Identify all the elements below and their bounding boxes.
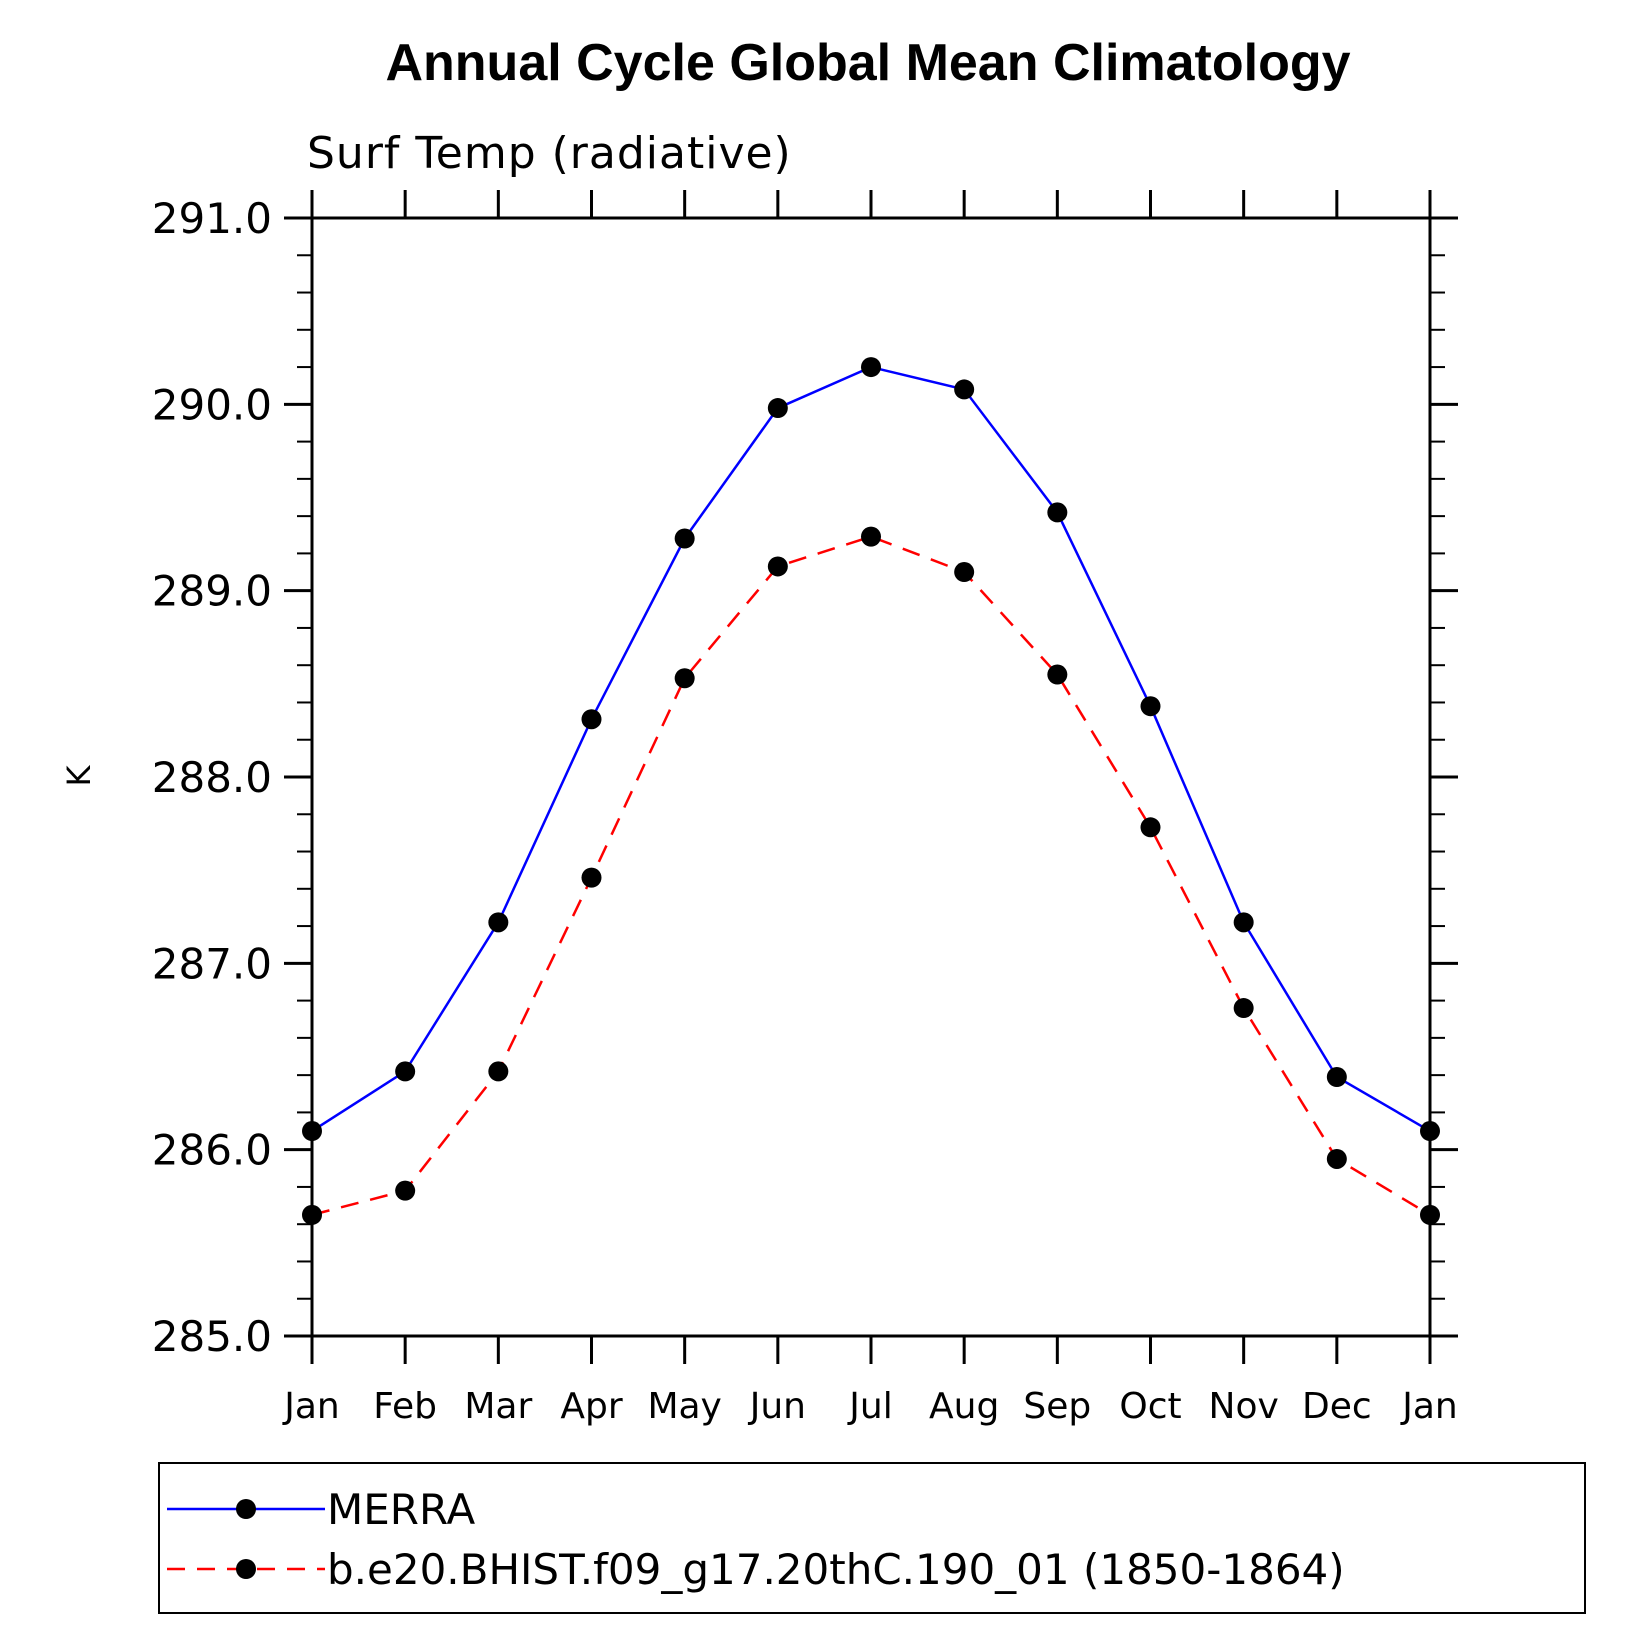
data-point [767,556,788,577]
legend-label: MERRA [327,1485,475,1534]
x-tick-label: Jul [847,1386,892,1427]
data-point [861,357,881,378]
y-tick-labels: 285.0 286.0 287.0 288.0 289.0 290.0 291.0 [152,194,272,1361]
data-point [1326,1148,1347,1169]
x-tick-label: Mar [464,1386,532,1427]
x-tick-label: Oct [1119,1386,1181,1427]
data-point [1326,1066,1347,1087]
series-line [311,535,1431,1217]
data-point [674,668,695,689]
y-tick-label: 286.0 [152,1126,272,1175]
series-layer [302,357,1440,1225]
data-point [1140,696,1161,717]
axis-ticks [284,190,1458,1364]
data-point [1233,998,1254,1019]
y-axis-label: K [60,764,98,786]
x-tick-label: Jan [282,1386,340,1427]
data-point [1420,1121,1440,1142]
legend-box [158,1462,1586,1614]
legend-marker [236,1499,256,1519]
data-point [674,528,695,549]
data-point [954,379,975,400]
legend: MERRA b.e20.BHIST.f09_g17.20thC.190_01 (1… [167,1485,1345,1594]
data-point [861,526,881,547]
x-tick-label: Aug [929,1386,999,1427]
legend-marker [236,1559,256,1579]
data-point [1047,502,1068,523]
data-point [581,709,602,730]
x-tick-label: May [647,1386,721,1427]
chart-subtitle: Surf Temp (radiative) [307,128,792,179]
x-tick-label: Sep [1023,1386,1091,1427]
y-tick-label: 291.0 [152,194,272,243]
y-tick-label: 290.0 [152,380,272,429]
x-tick-label: Nov [1209,1386,1279,1427]
x-tick-label: Apr [560,1386,622,1427]
data-point [1140,817,1161,838]
data-point [488,1061,509,1082]
data-point [488,912,509,933]
y-tick-label: 289.0 [152,567,272,616]
data-point [1420,1204,1440,1225]
chart-title: Annual Cycle Global Mean Climatology [385,34,1350,92]
plot-area [310,216,1432,1338]
legend-label: b.e20.BHIST.f09_g17.20thC.190_01 (1850-1… [327,1545,1345,1594]
x-tick-label: Jan [1400,1386,1458,1427]
data-point [302,1121,322,1142]
y-tick-label: 287.0 [152,939,272,988]
data-point [395,1061,416,1082]
x-tick-labels: Jan Feb Mar Apr May Jun Jul Aug Sep Oct Nov Dec Jan [282,1386,1458,1427]
data-point [395,1180,416,1201]
y-tick-label: 288.0 [152,753,272,802]
data-point [302,1204,322,1225]
data-point [581,867,602,888]
x-tick-label: Dec [1302,1386,1372,1427]
x-tick-label: Feb [373,1386,437,1427]
y-tick-label: 285.0 [152,1312,272,1361]
data-point [767,398,788,419]
data-point [1233,912,1254,933]
data-point [1047,664,1068,685]
series-line [311,365,1431,1133]
x-tick-label: Jun [748,1386,806,1427]
data-point [954,562,975,583]
